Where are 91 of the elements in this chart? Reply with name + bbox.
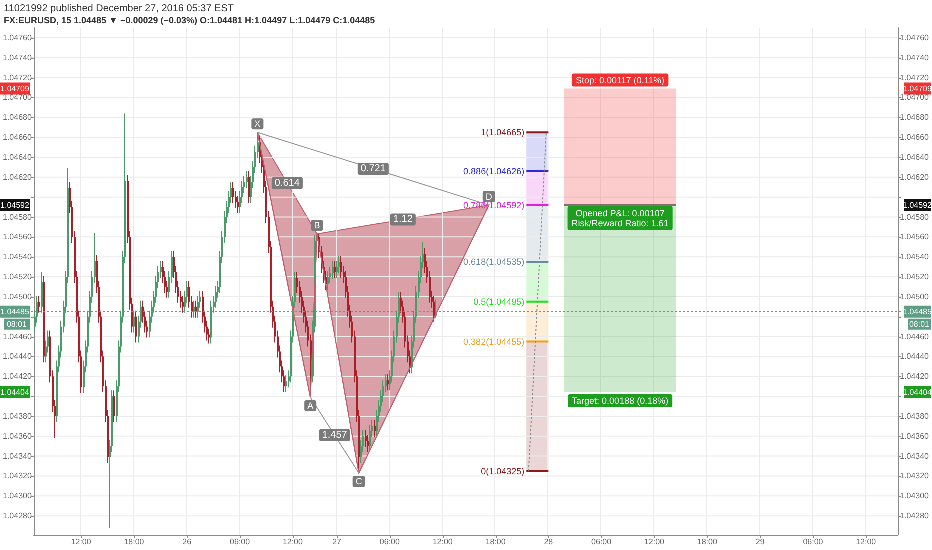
y-tick-label: 1.04740	[2, 53, 32, 62]
x-tick-label: 12:00	[432, 538, 454, 546]
y2-tick-label: 1.04620	[900, 172, 930, 182]
y2-tick-label: 1.04580	[900, 212, 930, 222]
text: 1.04485	[0, 307, 30, 316]
y-tick-label: 1.04320	[2, 472, 32, 481]
y-tick-label: 1.04500	[2, 292, 32, 302]
y2-tick-label: 1.04340	[900, 452, 930, 461]
y-tick-label: 1.04520	[2, 272, 32, 282]
x-tick-label: 12:00	[71, 538, 92, 546]
y-tick-label: 1.04440	[2, 352, 32, 362]
ref-line-label: 0.382(1.04455)	[464, 336, 525, 347]
y2-tick-label: 1.04680	[900, 113, 930, 122]
x-tick-label: 12:00	[282, 538, 304, 546]
y2-tick-label: 1.04700	[900, 93, 930, 102]
y-tick-label: 1.04380	[2, 412, 32, 421]
annotation: Opened P&L: 0.00107 Risk/Reward Ratio: 1.61	[572, 208, 669, 228]
data-label: D	[486, 192, 493, 202]
chart-subtitle: FX:EURUSD, 15 1.04485 ▼ −0.00029 (−0.03%) O:1.04481 H:1.04497 L:1.04479 C:1.04485	[4, 16, 376, 26]
y-tick-label: 1.04460	[2, 332, 32, 342]
x-tick-label: 29	[756, 538, 766, 546]
y2-tick-label: 1.04540	[900, 252, 930, 262]
y2-tick-label: 1.04760	[900, 33, 930, 42]
y2-tick-label: 1.04720	[900, 73, 930, 82]
y2-tick-label: 1.04640	[900, 152, 930, 162]
x-tick-label: 18:00	[697, 538, 718, 546]
text: 1.04592	[903, 200, 932, 210]
x-tick-label: 18:00	[124, 538, 145, 546]
band-label: Stop: 0.00117 (0.11%)	[576, 75, 665, 86]
x-tick-label: 06:00	[803, 538, 824, 546]
annotation: 1.04592	[0, 200, 30, 210]
y2-tick-label: 1.04660	[900, 133, 930, 142]
y-tick-label: 1.04580	[2, 212, 32, 222]
y2-tick-label: 1.04320	[900, 472, 930, 481]
annotation: 1.04709	[0, 84, 30, 94]
x-tick-label: 26	[182, 538, 192, 546]
data-label: A	[308, 401, 314, 412]
x-tick-label: 12:00	[856, 538, 877, 546]
y-tick-label: 1.04680	[2, 113, 32, 122]
ref-line-label: 0.5(1.04495)	[474, 296, 525, 307]
ref-line-label: 1(1.04665)	[481, 128, 525, 138]
text: 08:01	[6, 320, 28, 329]
text: 1.04404	[903, 388, 932, 398]
y-tick-label: 1.04300	[2, 492, 32, 501]
y2-tick-label: 1.04520	[900, 272, 930, 282]
x-tick-label: 12:00	[644, 538, 666, 546]
ref-line-label: 0(1.04325)	[481, 466, 525, 476]
y2-tick-label: 1.04280	[900, 512, 930, 521]
data-label: B	[314, 220, 320, 231]
y-tick-label: 1.04420	[2, 372, 32, 382]
y2-tick-label: 1.04420	[900, 372, 930, 382]
y-tick-label: 1.04340	[2, 452, 32, 461]
annotation: 0.721	[360, 163, 386, 174]
text: 08:01	[909, 320, 930, 329]
y-tick-label: 1.04540	[2, 252, 32, 262]
x-tick-label: 27	[332, 538, 342, 546]
data-label: X	[254, 119, 261, 130]
text: 1.04709	[903, 84, 932, 94]
annotation: 1.457	[322, 430, 348, 441]
y2-tick-label: 1.04360	[900, 432, 930, 441]
x-tick-label: 28	[544, 538, 554, 546]
annotation: 1.12	[393, 214, 414, 226]
y-tick-label: 1.04620	[2, 172, 32, 182]
y-tick-label: 1.04720	[2, 73, 32, 82]
y2-tick-label: 1.04460	[900, 332, 930, 342]
x-tick-label: 06:00	[230, 538, 251, 546]
y-tick-label: 1.04360	[2, 432, 32, 441]
y-tick-label: 1.04560	[2, 232, 32, 242]
ref-line-label: 0.886(1.04626)	[464, 166, 525, 176]
y-tick-label: 1.04700	[2, 93, 32, 102]
annotation: 1.04404	[0, 388, 30, 398]
ref-line-label: 0.618(1.04535)	[464, 257, 525, 268]
band-label: Target: 0.00188 (0.18%)	[572, 396, 669, 406]
chart-title: 11021992 published December 27, 2016 05:37 EST	[4, 4, 234, 14]
y-tick-label: 1.04660	[2, 133, 32, 142]
x-tick-label: 06:00	[380, 538, 400, 546]
ref-line-label: 1.04485	[903, 307, 932, 316]
y2-tick-label: 1.04380	[900, 412, 930, 421]
y2-tick-label: 1.04440	[900, 352, 930, 362]
data-label: C	[356, 476, 363, 487]
annotation: 0.614	[274, 178, 300, 189]
y-tick-label: 1.04640	[2, 152, 32, 162]
y2-tick-label: 1.04560	[900, 232, 930, 242]
ref-line-label: 0.786(1.04592)	[464, 200, 525, 210]
y2-tick-label: 1.04300	[900, 492, 930, 501]
y-tick-label: 1.04280	[2, 512, 32, 521]
x-tick-label: 18:00	[486, 538, 506, 546]
y-tick-label: 1.04760	[2, 33, 32, 42]
y2-tick-label: 1.04500	[900, 292, 930, 302]
y2-tick-label: 1.04740	[900, 53, 930, 62]
x-tick-label: 06:00	[592, 538, 612, 546]
